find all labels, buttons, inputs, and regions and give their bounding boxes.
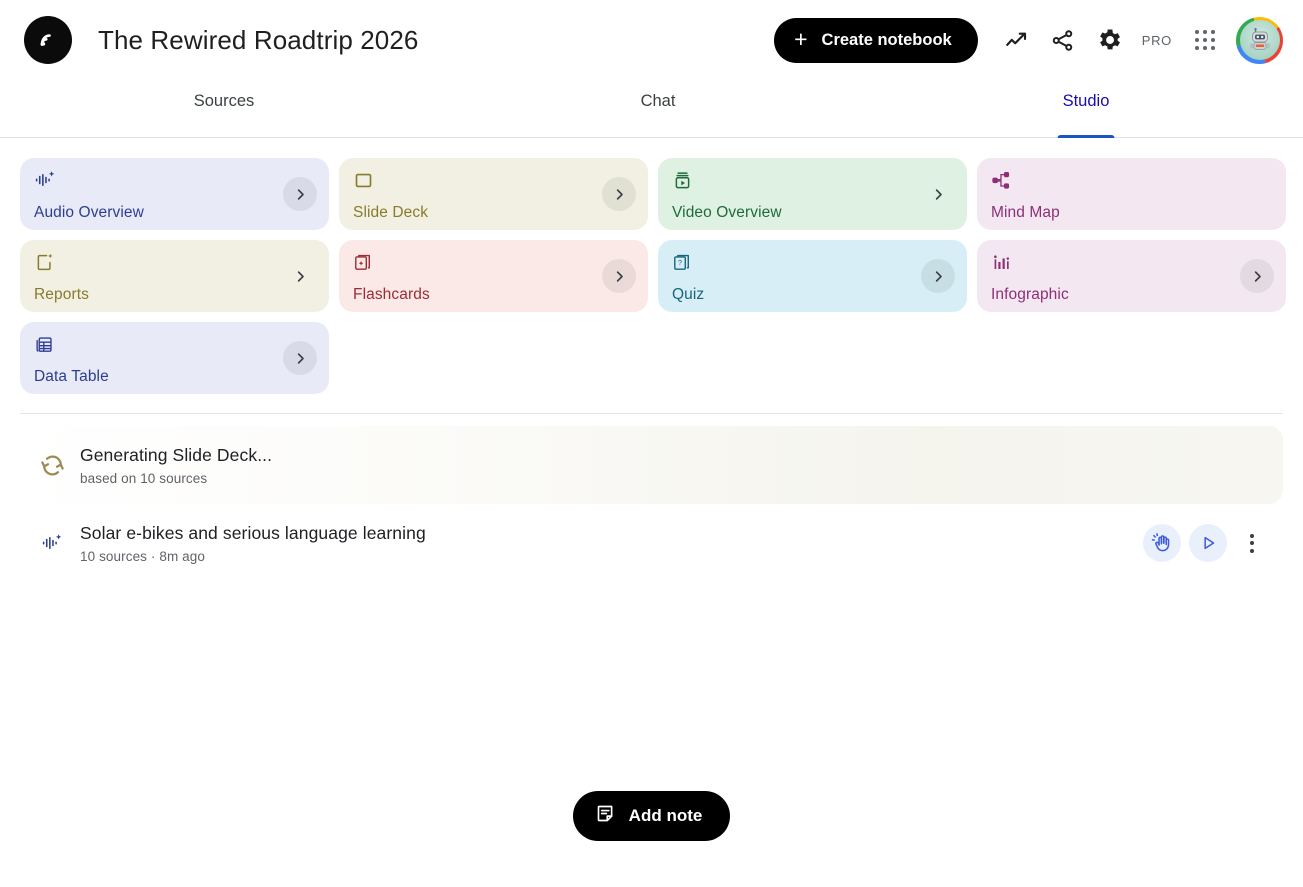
studio-output-list: Generating Slide Deck... based on 10 sour…: [0, 414, 1303, 582]
share-icon[interactable]: [1040, 17, 1086, 63]
output-title: Solar e-bikes and serious language learn…: [80, 522, 426, 543]
studio-card-label: Infographic: [991, 285, 1069, 303]
slide-frame-icon: [353, 170, 634, 190]
studio-card-label: Data Table: [34, 367, 109, 385]
robot-avatar-icon: [1239, 20, 1280, 60]
report-sparkle-icon: [34, 252, 315, 272]
audio-waveform-sparkle-icon: [34, 170, 315, 190]
note-icon: [595, 803, 616, 829]
play-icon[interactable]: [1189, 524, 1227, 562]
studio-card-slide-deck[interactable]: Slide Deck: [339, 158, 648, 230]
notebook-title: The Rewired Roadtrip 2026: [98, 24, 419, 55]
output-row-text: Generating Slide Deck... based on 10 sour…: [74, 445, 272, 486]
infographic-bars-icon: [991, 252, 1272, 272]
studio-card-label: Flashcards: [353, 285, 430, 303]
chevron-right-icon[interactable]: [283, 259, 317, 293]
apps-grid-icon[interactable]: [1182, 17, 1228, 63]
chevron-right-icon[interactable]: [921, 177, 955, 211]
output-row-generating-slide-deck[interactable]: Generating Slide Deck... based on 10 sour…: [20, 426, 1283, 504]
studio-card-audio-overview[interactable]: Audio Overview: [20, 158, 329, 230]
plus-icon: +: [794, 25, 808, 52]
apps-grid-dots: [1195, 30, 1215, 50]
trending-up-icon[interactable]: [994, 17, 1040, 63]
header-actions: + Create notebook PRO: [774, 0, 1283, 80]
studio-card-data-table[interactable]: Data Table: [20, 322, 329, 394]
studio-card-flashcards[interactable]: Flashcards: [339, 240, 648, 312]
quiz-question-icon: ?: [672, 252, 953, 272]
interactive-mode-icon[interactable]: [1143, 524, 1181, 562]
output-row-actions: [1143, 524, 1269, 562]
studio-card-label: Quiz: [672, 285, 705, 303]
output-subtitle: based on 10 sources: [80, 470, 208, 486]
more-options-icon[interactable]: [1235, 524, 1269, 562]
create-notebook-label: Create notebook: [821, 30, 952, 49]
tab-sources[interactable]: Sources: [144, 80, 304, 138]
studio-card-label: Reports: [34, 285, 89, 303]
chevron-right-icon[interactable]: [283, 341, 317, 375]
chevron-right-icon[interactable]: [602, 259, 636, 293]
notebooklm-logo-icon[interactable]: [24, 16, 72, 64]
studio-card-label: Audio Overview: [34, 203, 144, 221]
flashcards-star-icon: [353, 252, 634, 272]
add-note-area: Add note: [0, 791, 1303, 841]
section-divider: [20, 413, 1283, 414]
output-subtitle: 10 sources · 8m ago: [80, 548, 205, 564]
data-table-icon: [34, 334, 315, 354]
chevron-right-icon[interactable]: [1240, 259, 1274, 293]
studio-card-infographic[interactable]: Infographic: [977, 240, 1286, 312]
video-clip-icon: [672, 170, 953, 190]
add-note-label: Add note: [628, 806, 703, 825]
output-title: Generating Slide Deck...: [80, 444, 273, 465]
studio-card-label: Slide Deck: [353, 203, 429, 221]
studio-card-label: Video Overview: [672, 203, 782, 221]
tab-studio[interactable]: Studio: [1006, 80, 1166, 138]
tab-chat[interactable]: Chat: [578, 80, 738, 138]
app-header: The Rewired Roadtrip 2026 + Create noteb…: [0, 0, 1303, 80]
avatar[interactable]: [1236, 16, 1283, 64]
studio-card-quiz[interactable]: ? Quiz: [658, 240, 967, 312]
create-notebook-button[interactable]: + Create notebook: [774, 17, 978, 63]
chevron-right-icon[interactable]: [283, 177, 317, 211]
main-tabs: Sources Chat Studio: [0, 80, 1303, 138]
studio-card-reports[interactable]: Reports: [20, 240, 329, 312]
output-row-audio-overview-output[interactable]: Solar e-bikes and serious language learn…: [20, 504, 1283, 582]
pro-badge: PRO: [1141, 32, 1172, 48]
audio-waveform-sparkle-icon: [30, 532, 74, 554]
refresh-spinner-icon: [30, 452, 74, 479]
chevron-right-icon[interactable]: [921, 259, 955, 293]
studio-card-grid: Audio Overview Slide Deck Video Overview…: [0, 138, 1303, 394]
gear-icon[interactable]: [1086, 17, 1132, 63]
add-note-button[interactable]: Add note: [572, 791, 731, 841]
brand-area: The Rewired Roadtrip 2026: [24, 16, 418, 64]
chevron-right-icon[interactable]: [602, 177, 636, 211]
output-row-text: Solar e-bikes and serious language learn…: [74, 523, 426, 564]
studio-card-label: Mind Map: [991, 203, 1060, 221]
mind-map-nodes-icon: [991, 170, 1272, 190]
studio-card-mind-map[interactable]: Mind Map: [977, 158, 1286, 230]
svg-text:?: ?: [678, 258, 682, 266]
studio-card-video-overview[interactable]: Video Overview: [658, 158, 967, 230]
